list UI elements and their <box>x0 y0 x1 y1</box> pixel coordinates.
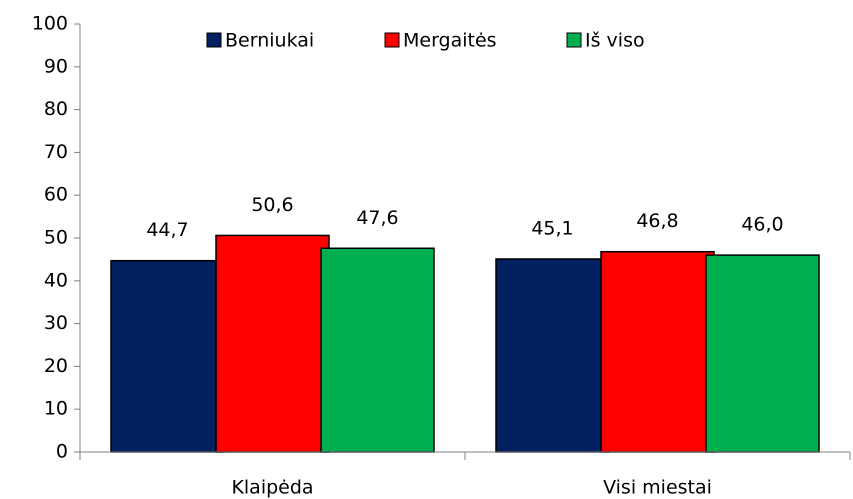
bar <box>110 259 225 453</box>
y-tick-label: 80 <box>44 98 68 120</box>
y-tick-label: 40 <box>44 269 68 291</box>
legend-label: Mergaitės <box>403 30 497 52</box>
y-tick-label: 50 <box>44 227 68 249</box>
y-tick-label: 0 <box>56 441 68 463</box>
legend-swatch <box>206 32 222 48</box>
y-tick-label: 30 <box>44 312 68 334</box>
value-label: 44,7 <box>146 219 188 241</box>
bar <box>215 234 330 453</box>
legend-swatch <box>566 32 582 48</box>
bar <box>705 254 820 453</box>
value-label: 46,8 <box>636 210 678 232</box>
legend-label: Iš viso <box>585 30 645 52</box>
bar <box>600 250 715 453</box>
legend-label: Berniukai <box>225 30 314 52</box>
y-tick-label: 100 <box>32 13 68 35</box>
y-tick-label: 90 <box>44 55 68 77</box>
x-tick-label: Visi miestai <box>603 477 712 499</box>
y-tick-label: 60 <box>44 184 68 206</box>
legend-swatch <box>384 32 400 48</box>
value-label: 47,6 <box>356 207 398 229</box>
y-tick-label: 20 <box>44 355 68 377</box>
x-tick-label: Klaipėda <box>231 477 313 499</box>
y-tick-label: 70 <box>44 141 68 163</box>
value-label: 45,1 <box>531 217 573 239</box>
y-tick-label: 10 <box>44 398 68 420</box>
bar <box>495 258 610 453</box>
bar <box>320 247 435 453</box>
value-label: 50,6 <box>251 194 293 216</box>
value-label: 46,0 <box>741 214 783 236</box>
